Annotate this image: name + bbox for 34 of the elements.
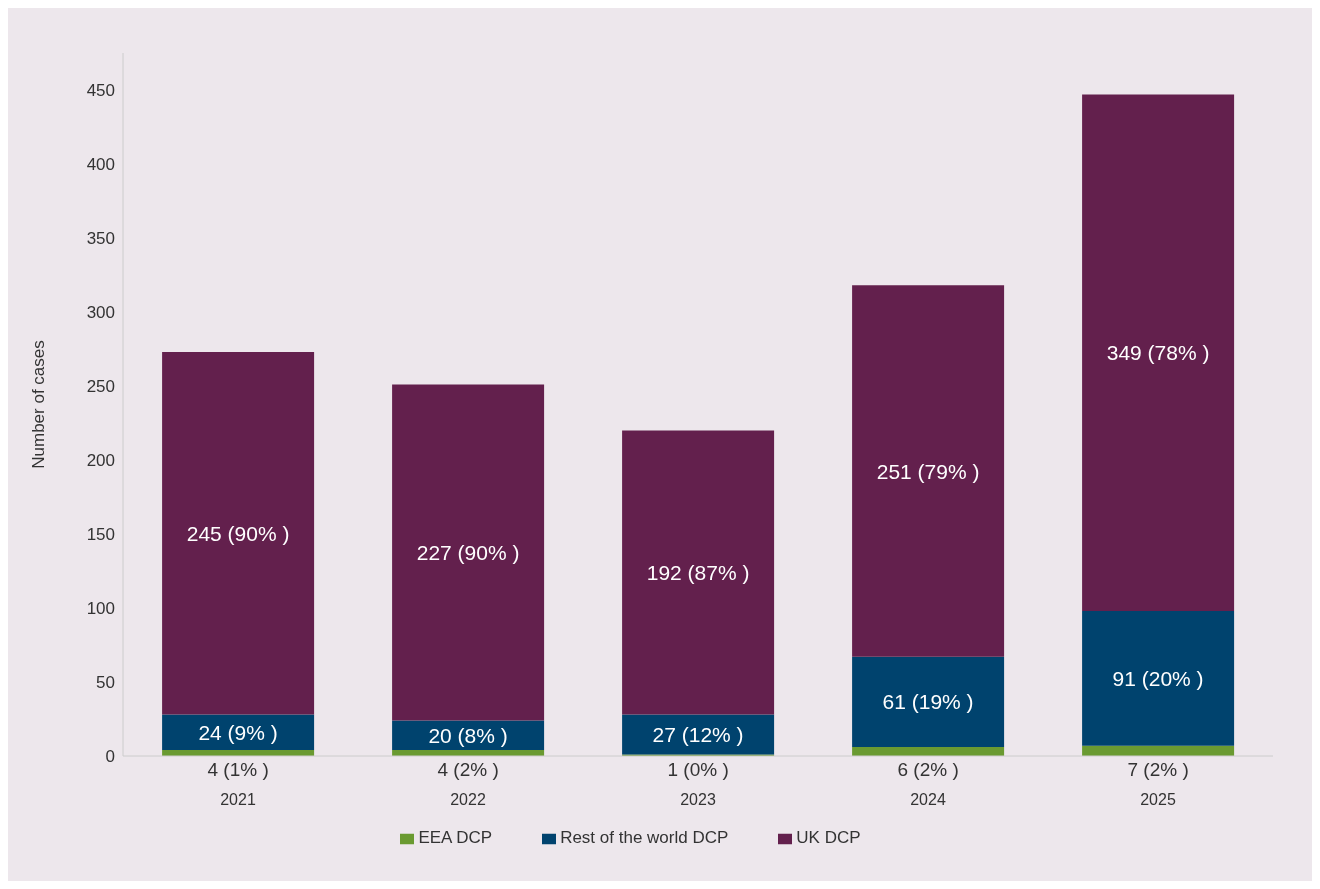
data-label: 91 (20% ) bbox=[1112, 666, 1204, 690]
x-tick-label: 2022 bbox=[450, 791, 486, 809]
y-tick-label: 150 bbox=[86, 525, 115, 545]
data-label: 6 (2% ) bbox=[897, 758, 959, 780]
y-tick-label: 450 bbox=[86, 81, 115, 101]
data-label: 251 (79% ) bbox=[876, 459, 980, 483]
data-label: 227 (90% ) bbox=[416, 541, 520, 564]
y-tick-label: 50 bbox=[96, 673, 115, 693]
data-label: 349 (78% ) bbox=[1106, 341, 1210, 365]
data-label: 27 (12% ) bbox=[652, 723, 744, 747]
y-tick-label: 250 bbox=[86, 377, 115, 397]
x-tick-label: 2023 bbox=[680, 791, 716, 809]
data-label: 4 (1% ) bbox=[207, 758, 269, 780]
data-label: 20 (8% ) bbox=[428, 723, 508, 747]
y-tick-label: 350 bbox=[86, 229, 115, 249]
data-label: 4 (2% ) bbox=[437, 758, 499, 780]
y-tick-label: 200 bbox=[86, 451, 115, 471]
x-tick-label: 2025 bbox=[1140, 791, 1176, 809]
legend-label: UK DCP bbox=[796, 828, 861, 847]
legend-label: Rest of the world DCP bbox=[560, 828, 729, 847]
data-label: 7 (2% ) bbox=[1127, 758, 1189, 780]
data-label: 61 (19% ) bbox=[882, 690, 974, 714]
data-label: 245 (90% ) bbox=[186, 521, 290, 545]
x-tick-label: 2021 bbox=[220, 791, 256, 809]
legend-label: EEA DCP bbox=[418, 828, 493, 847]
x-tick-label: 2024 bbox=[910, 791, 946, 809]
data-label: 24 (9% ) bbox=[198, 720, 278, 744]
y-tick-label: 300 bbox=[86, 303, 115, 323]
y-axis-title: Number of cases bbox=[29, 340, 49, 469]
y-tick-label: 0 bbox=[105, 747, 115, 767]
data-label: 192 (87% ) bbox=[646, 560, 750, 584]
y-tick-label: 100 bbox=[86, 599, 115, 619]
y-tick-label: 400 bbox=[86, 155, 115, 175]
data-label: 1 (0% ) bbox=[667, 758, 729, 780]
